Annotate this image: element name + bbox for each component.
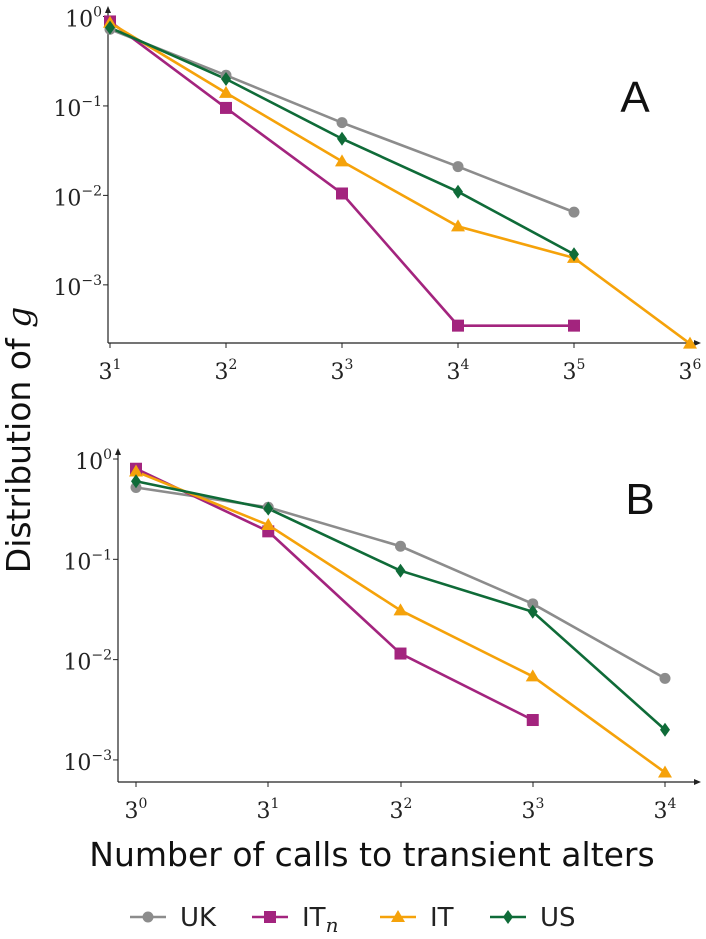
y-tick-label: 10−1 (53, 94, 102, 122)
data-point-uk (395, 540, 406, 552)
x-tick-label: 36 (679, 357, 702, 385)
x-axis-title: Number of calls to transient alters (89, 835, 654, 874)
data-point-us (527, 604, 538, 619)
panel-a: 31 32 33 34 35 36 100 10−1 10−2 10−3 A (53, 4, 701, 385)
legend-marker (391, 910, 405, 922)
x-tick-label: 33 (331, 357, 354, 385)
series-line-it (109, 21, 691, 345)
legend-label: UK (180, 903, 217, 933)
y-axis-arrow (115, 448, 121, 455)
data-point-us (569, 247, 579, 262)
panel-label: B (625, 475, 654, 524)
x-tick-label: 31 (257, 796, 280, 824)
data-point-us (131, 474, 141, 489)
data-point-us (263, 501, 274, 516)
y-tick-label: 10−1 (63, 547, 112, 575)
series-line-it-n (135, 467, 534, 722)
legend-marker (142, 911, 154, 923)
legend-marker (503, 910, 513, 924)
data-point-it (525, 669, 540, 682)
data-point-uk (452, 161, 464, 173)
data-point-us (105, 20, 115, 35)
data-point-it-n (220, 101, 232, 114)
data-point-it-n (336, 187, 348, 200)
series-line-it-n (109, 20, 574, 327)
y-tick-label: 10−3 (63, 748, 112, 776)
x-tick-label: 33 (522, 796, 545, 824)
y-tick-label: 10−2 (53, 183, 102, 211)
data-point-it (451, 219, 465, 232)
x-tick-label: 34 (447, 357, 470, 385)
data-point-us (660, 722, 670, 737)
x-tick-label: 34 (654, 796, 677, 824)
data-point-it (219, 85, 233, 98)
data-point-us (395, 563, 406, 578)
y-axis-title: Distribution of g (0, 307, 38, 573)
legend: UK ITn IT US (130, 903, 576, 937)
y-axis-variable: g (0, 307, 38, 328)
y-tick-label: 100 (65, 4, 102, 32)
x-tick-label: 30 (125, 796, 148, 824)
legend-label: IT (430, 903, 454, 933)
y-tick-label: 100 (75, 447, 112, 475)
x-tick-label: 35 (563, 357, 586, 385)
legend-label: ITn (302, 903, 338, 937)
y-tick-label: 10−3 (53, 273, 102, 301)
data-point-it (335, 154, 349, 167)
y-axis-arrow (105, 6, 111, 13)
data-point-it-n (452, 319, 464, 332)
y-tick-label: 10−2 (63, 648, 112, 676)
data-point-it (129, 464, 143, 477)
data-point-it-n (526, 714, 539, 727)
x-axis-arrow (694, 779, 701, 785)
data-point-it (393, 603, 408, 616)
data-point-it (683, 336, 697, 349)
panel-label: A (620, 73, 650, 122)
data-point-us (221, 72, 231, 87)
legend-label: US (540, 903, 576, 933)
data-point-uk (659, 672, 671, 684)
data-point-uk (336, 117, 348, 129)
data-point-it (261, 517, 276, 530)
data-point-it (658, 765, 672, 778)
data-point-it-n (568, 319, 580, 332)
panel-b: 30 31 32 33 34 100 10−1 10−2 10−3 B (63, 447, 701, 824)
x-axis-arrow (694, 340, 701, 346)
legend-item-it: IT (380, 903, 454, 933)
data-point-uk (527, 598, 539, 610)
legend-marker (264, 911, 276, 923)
x-tick-label: 31 (99, 357, 122, 385)
data-point-it-n (394, 647, 407, 660)
data-point-us (337, 131, 347, 146)
x-tick-label: 32 (390, 796, 413, 824)
series-line-it (135, 470, 666, 774)
legend-item-it-n: ITn (252, 903, 338, 937)
legend-item-uk: UK (130, 903, 217, 933)
legend-item-us: US (490, 903, 576, 933)
data-point-uk (568, 206, 580, 218)
x-tick-label: 32 (215, 357, 238, 385)
data-point-us (453, 184, 463, 199)
